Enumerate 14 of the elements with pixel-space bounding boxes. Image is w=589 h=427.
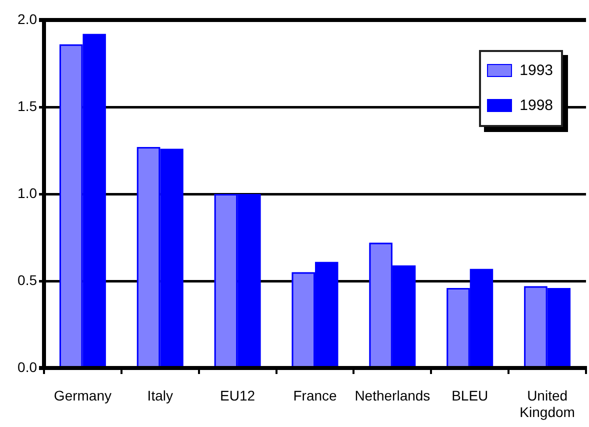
- y-tick-label: 0.0: [18, 358, 38, 375]
- legend-label: 1998: [520, 97, 554, 114]
- x-tick-label: France: [293, 387, 338, 404]
- x-tick-label: Italy: [147, 387, 173, 404]
- y-tick-label: 0.5: [18, 272, 38, 288]
- y-tick-label: 1.0: [18, 184, 38, 201]
- x-tick-label: Netherlands: [354, 387, 430, 404]
- y-tick-label: 1.5: [18, 98, 38, 114]
- legend-label: 1993: [520, 62, 554, 79]
- x-tick-label: BLEU: [452, 387, 488, 404]
- x-tick-label: Germany: [54, 387, 112, 404]
- x-tick-label: EU12: [220, 387, 256, 404]
- x-tick-label: United Kingdom: [520, 387, 575, 420]
- y-tick-label: 2.0: [18, 10, 38, 27]
